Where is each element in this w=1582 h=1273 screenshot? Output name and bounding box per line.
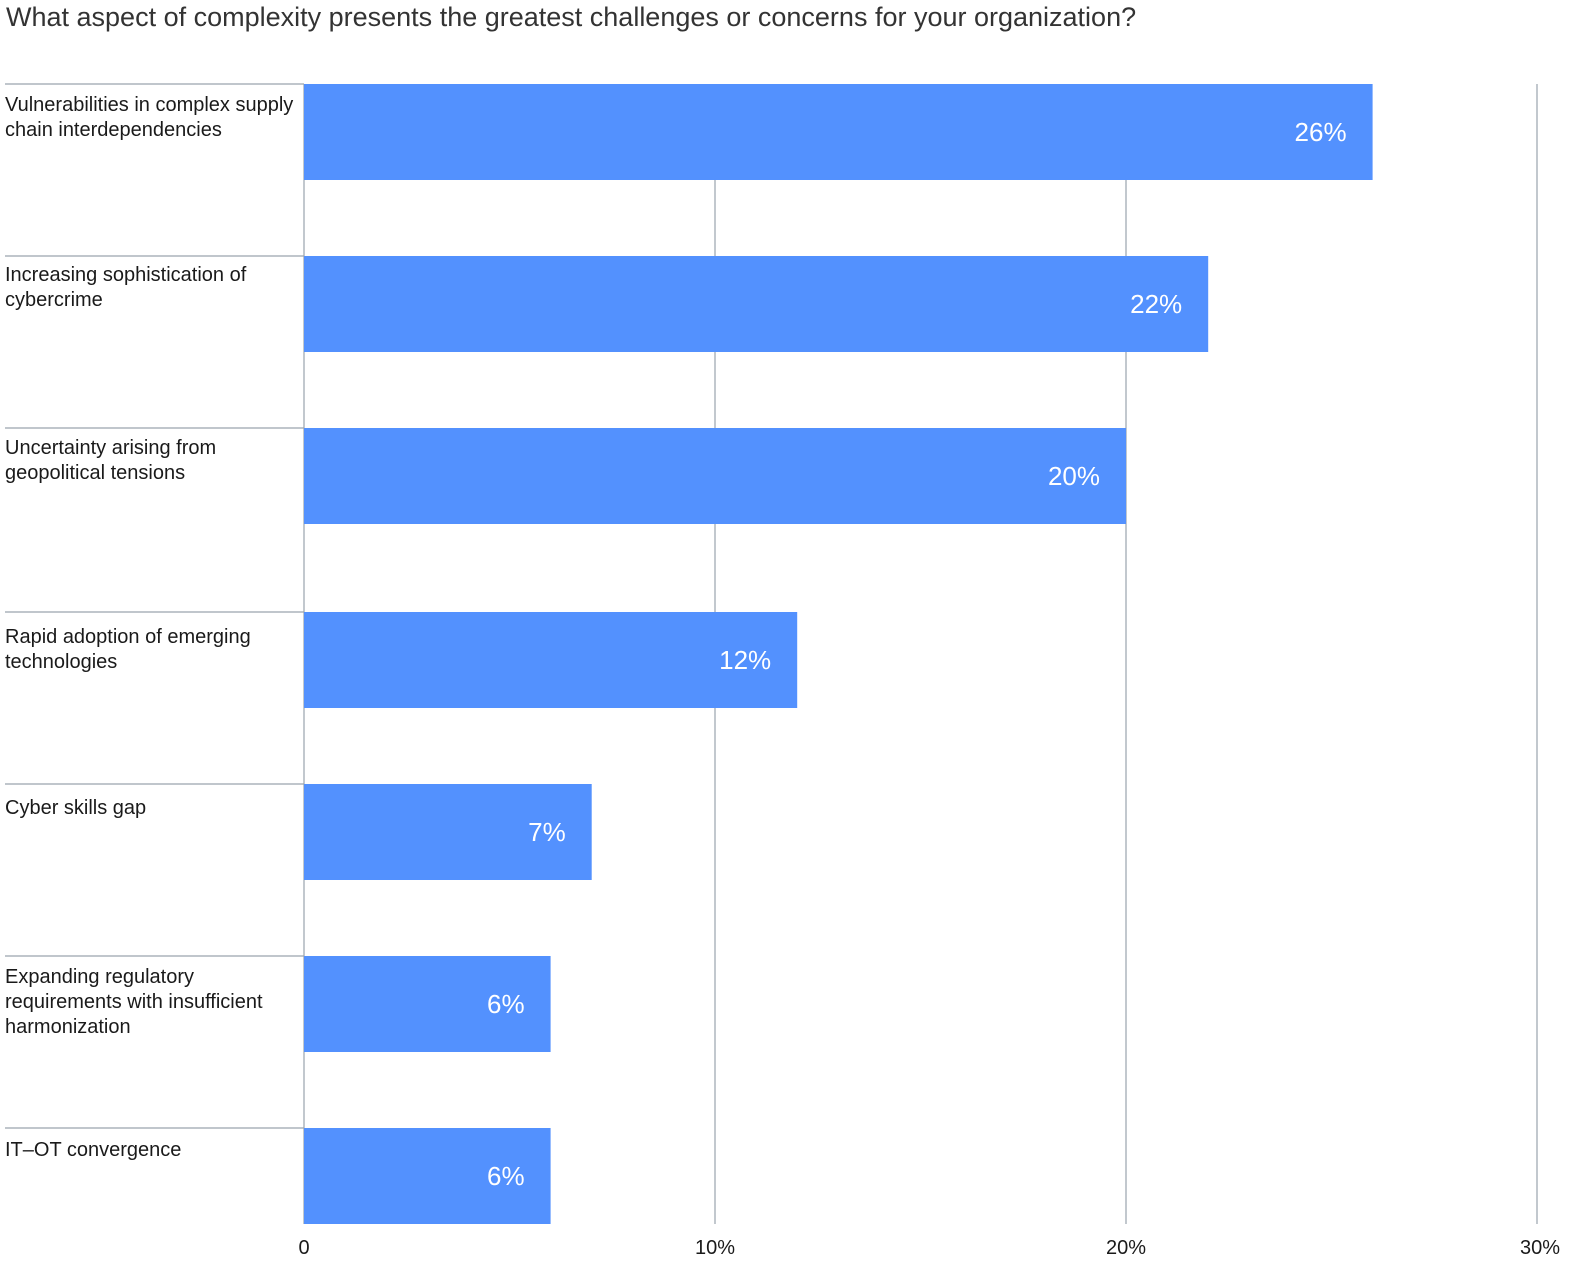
bar-value-label: 7%: [528, 817, 566, 847]
x-tick-label: 30%: [1520, 1237, 1560, 1259]
x-axis-ticks: 0 10% 20% 30%: [298, 1237, 1560, 1259]
chart-title: What aspect of complexity presents the g…: [6, 2, 1137, 32]
bars: [304, 84, 1373, 1224]
category-label: Rapid adoption of emerging technologies: [5, 626, 251, 673]
bar: [304, 784, 592, 880]
bar-value-label: 6%: [487, 989, 525, 1019]
x-tick-label: 20%: [1106, 1237, 1146, 1259]
x-tick-label: 10%: [695, 1237, 735, 1259]
bar: [304, 84, 1373, 180]
row-separators: [5, 83, 304, 1129]
bar: [304, 612, 798, 708]
bar-value-label: 22%: [1130, 289, 1182, 319]
category-label: Cyber skills gap: [5, 797, 147, 819]
data-labels: 26% 22% 20% 12% 7% 6% 6%: [487, 117, 1347, 1191]
bar: [304, 428, 1126, 524]
category-label: IT–OT convergence: [5, 1139, 182, 1161]
bar: [304, 1128, 551, 1224]
category-label: Increasing sophistication of cybercrime: [5, 264, 247, 311]
x-tick-label: 0: [298, 1237, 309, 1259]
bar: [304, 956, 551, 1052]
bar-value-label: 20%: [1048, 461, 1100, 491]
bar: [304, 256, 1209, 352]
bar-value-label: 26%: [1295, 117, 1347, 147]
category-label: Vulnerabilities in complex supply chain …: [5, 94, 294, 141]
category-label: Uncertainty arising from geopolitical te…: [5, 437, 217, 484]
bar-value-label: 12%: [719, 645, 771, 675]
bar-value-label: 6%: [487, 1161, 525, 1191]
category-label: Expanding regulatory requirements with i…: [5, 966, 263, 1038]
